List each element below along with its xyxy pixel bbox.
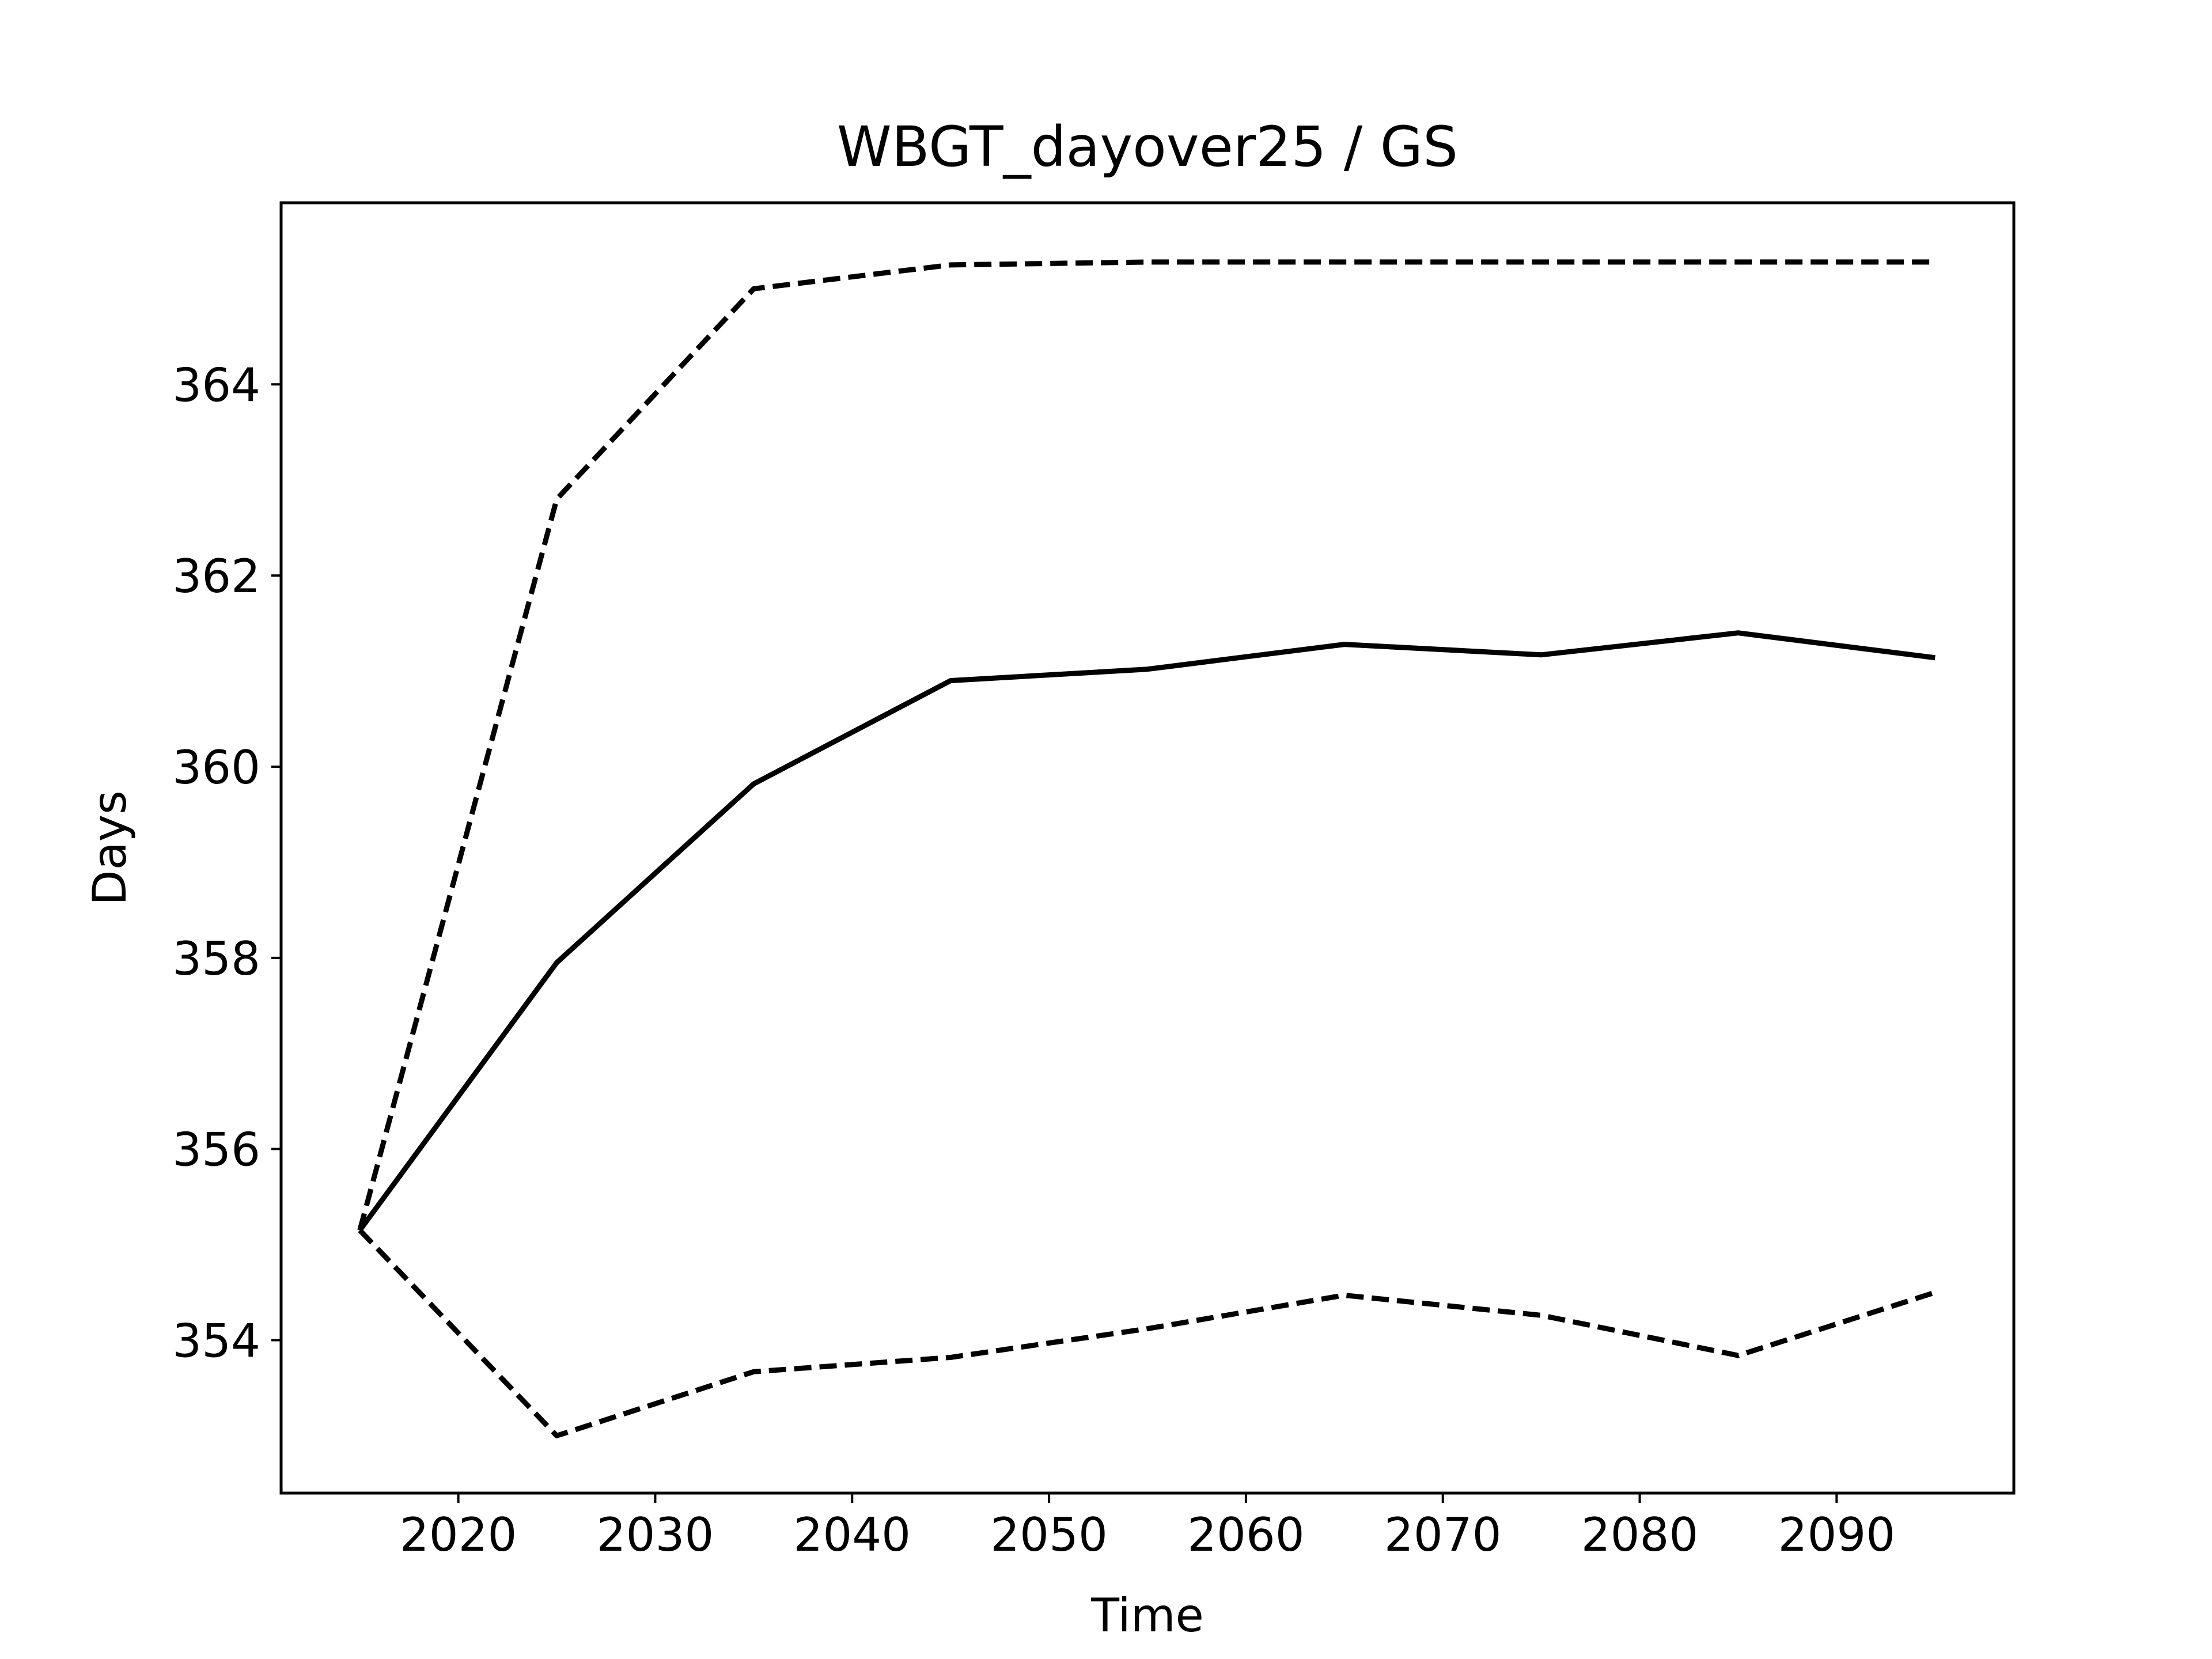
series-line-mean [358, 630, 1936, 1232]
y-axis-label: Days [83, 790, 137, 906]
x-tick-label: 2030 [597, 1508, 714, 1562]
tick-layer: 2020 2030 2040 2050 2060 2070 2080 2090 354 356 35… [172, 358, 1895, 1562]
series-layer [357, 259, 1936, 1438]
y-tick-label: 360 [172, 741, 260, 794]
plot-frame [279, 201, 2016, 1495]
x-tick-label: 2090 [1778, 1508, 1896, 1562]
x-tick-label: 2050 [990, 1508, 1108, 1562]
x-axis-label: Time [1090, 1589, 1204, 1642]
x-tick-label: 2040 [793, 1508, 911, 1562]
y-tick-label: 364 [172, 358, 260, 412]
chart-title: WBGT_dayover25 / GS [837, 115, 1458, 179]
x-tick-label: 2060 [1187, 1508, 1305, 1562]
y-tick-label: 356 [172, 1123, 260, 1177]
series-line-lower [358, 1228, 1936, 1438]
x-tick-label: 2080 [1581, 1508, 1699, 1562]
x-tick-label: 2020 [400, 1508, 517, 1562]
series-line-upper [357, 259, 1936, 1231]
y-tick-label: 358 [172, 932, 260, 986]
y-tick-label: 354 [172, 1315, 260, 1368]
x-tick-label: 2070 [1384, 1508, 1502, 1562]
y-tick-label: 362 [172, 550, 260, 603]
